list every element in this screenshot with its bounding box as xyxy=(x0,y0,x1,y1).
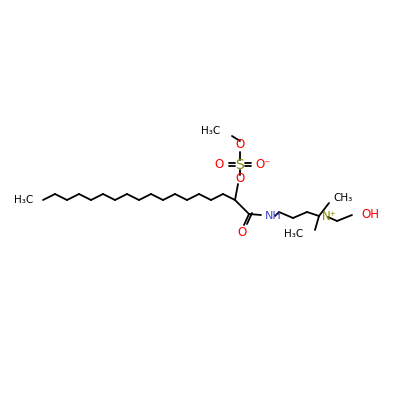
Text: S: S xyxy=(236,158,244,172)
Text: O: O xyxy=(237,226,247,238)
Text: O: O xyxy=(214,158,224,172)
Text: O: O xyxy=(235,172,245,186)
Text: H₃C: H₃C xyxy=(284,229,303,239)
Text: O⁻: O⁻ xyxy=(255,158,271,172)
Text: CH₃: CH₃ xyxy=(333,193,352,203)
Text: O: O xyxy=(235,138,245,152)
Text: H₃C: H₃C xyxy=(201,126,220,136)
Text: N⁺: N⁺ xyxy=(322,210,337,222)
Text: H₃C: H₃C xyxy=(14,195,33,205)
Text: OH: OH xyxy=(361,208,379,222)
Text: NH: NH xyxy=(265,211,282,221)
